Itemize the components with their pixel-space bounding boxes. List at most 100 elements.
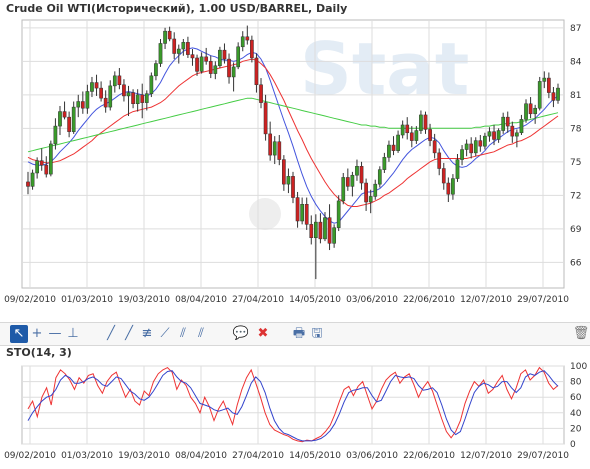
candle [195, 54, 199, 76]
y-tick-label: 84 [570, 57, 582, 67]
stochastic-chart[interactable]: 09/02/2010 01/03/2010 19/03/2010 08/04/2010… [0, 358, 590, 469]
x-tick-label: 09/02/2010 [4, 295, 56, 305]
candle-body [213, 65, 218, 74]
candle-body [537, 81, 542, 109]
candle-body [364, 182, 368, 203]
candle-body [44, 164, 49, 175]
fibonacci-arc-tool-icon[interactable]: ⫽ [180, 326, 186, 341]
candle [240, 31, 245, 52]
cursor-tool-icon[interactable]: ↖ [10, 325, 28, 343]
candle [227, 53, 231, 84]
sto-x-tick-label: 27/04/2010 [232, 451, 284, 461]
candle-body [313, 221, 318, 239]
candle-body [154, 63, 158, 77]
candle [373, 179, 378, 200]
candle-body [131, 92, 135, 105]
sto-x-tick-label: 19/03/2010 [118, 451, 170, 461]
candle [368, 189, 373, 214]
candle-body [35, 160, 39, 174]
candle [26, 171, 30, 195]
candle-body [368, 196, 373, 203]
candle-body [533, 107, 538, 115]
candle [542, 71, 547, 89]
x-tick-label: 12/07/2010 [460, 295, 512, 305]
delete-object-tool-icon[interactable]: ✖ [257, 326, 269, 341]
x-tick-label: 22/06/2010 [403, 295, 455, 305]
candle [58, 105, 62, 136]
y-tick-label: 75 [570, 158, 581, 168]
candle-body [26, 181, 30, 187]
candle [90, 76, 94, 98]
candle-body [53, 125, 58, 145]
candle-body [295, 197, 300, 222]
candle [336, 195, 341, 232]
candle [432, 133, 437, 159]
candle-body [94, 82, 99, 89]
candle-body [515, 132, 519, 137]
horizontal-line-tool-icon[interactable]: — [48, 326, 62, 341]
y-tick-label: 87 [570, 24, 581, 34]
save-icon[interactable]: 🖫 [311, 326, 323, 341]
candle-body [437, 152, 442, 169]
candle-body [345, 177, 350, 187]
channel-tool-icon[interactable]: ≢ [141, 326, 153, 341]
candle-body [519, 119, 524, 134]
candle [437, 148, 442, 176]
candle [222, 43, 227, 64]
candle-body [90, 82, 94, 92]
candle [30, 169, 35, 190]
candle [126, 85, 131, 117]
candle [135, 89, 140, 112]
candle [515, 129, 519, 148]
candle-body [323, 217, 327, 240]
candle [492, 124, 496, 146]
candle [350, 171, 355, 197]
andrews-pitchfork-tool-icon[interactable]: ⫽ [198, 326, 204, 341]
candle-body [236, 46, 241, 68]
candle-body [240, 36, 245, 48]
candle-body [300, 204, 304, 222]
candle-body [208, 61, 213, 74]
candle-body [140, 94, 145, 103]
fibonacci-fan-tool-icon[interactable]: ⟋ [160, 326, 170, 341]
trash-icon[interactable]: 🗑 [572, 326, 590, 341]
candle [131, 89, 135, 109]
candle-body [176, 48, 181, 54]
candle [469, 137, 474, 159]
candle [483, 132, 487, 150]
crosshair-tool-icon[interactable]: + [31, 326, 43, 341]
candle [218, 46, 222, 69]
candle [510, 121, 515, 143]
sto-x-tick-label: 29/07/2010 [517, 451, 569, 461]
print-icon[interactable]: 🖶 [292, 326, 306, 341]
candle [149, 72, 154, 98]
candle-body [263, 102, 268, 135]
comment-tool-icon[interactable]: 💬 [232, 326, 250, 341]
candle [387, 140, 391, 162]
x-tick-label: 14/05/2010 [289, 295, 341, 305]
candle [291, 171, 295, 204]
candle [528, 97, 533, 119]
candle-body [432, 140, 437, 154]
candle-body [48, 143, 53, 175]
candle [268, 121, 273, 161]
candle [272, 136, 277, 165]
candle-body [556, 87, 560, 101]
candle-body [250, 39, 254, 59]
trend-line-tool-icon[interactable]: ╱ [107, 326, 115, 341]
candle [533, 104, 538, 124]
candle [313, 214, 318, 280]
candle-body [268, 133, 273, 156]
candle [154, 60, 158, 81]
ray-tool-icon[interactable]: ╱ [125, 326, 133, 341]
vertical-line-tool-icon[interactable]: ⊥ [67, 326, 79, 341]
candle [108, 80, 113, 111]
price-chart[interactable]: Stat 09/02/2010 01/03/2010 19/03/2010 08/04/… [0, 14, 590, 322]
candle-body [80, 101, 85, 109]
candle [478, 135, 483, 152]
candle [327, 204, 332, 251]
candle [99, 81, 103, 102]
candle-body [409, 132, 414, 141]
candle-body [62, 111, 67, 118]
candle [391, 136, 396, 156]
